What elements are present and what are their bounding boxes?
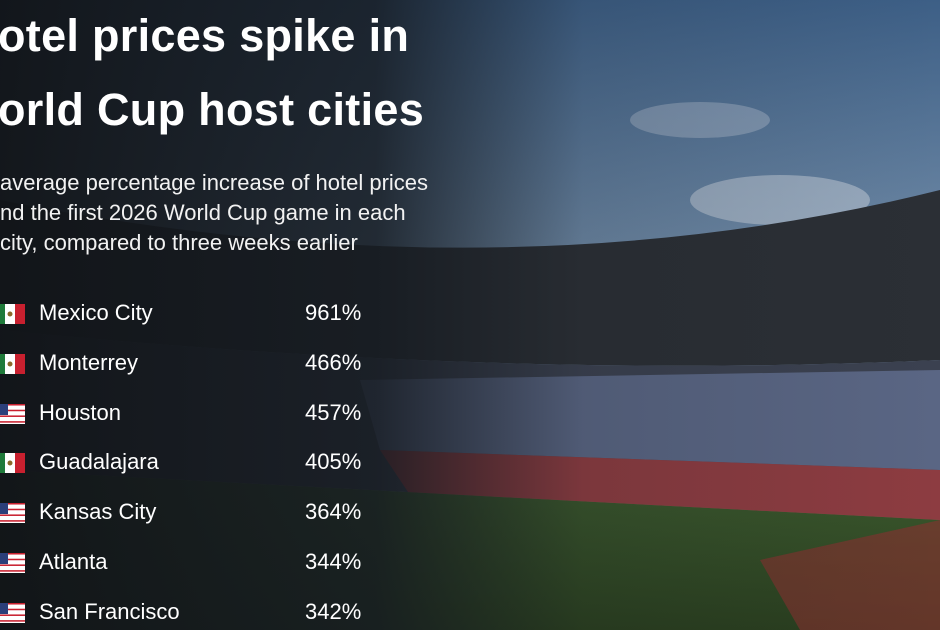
title-line: orld Cup host cities bbox=[0, 84, 425, 135]
city-row: Guadalajara 405% bbox=[0, 443, 420, 483]
subtitle-line: city, compared to three weeks earlier bbox=[0, 230, 358, 255]
price-increase: 405% bbox=[305, 449, 362, 475]
city-row: Mexico City 961% bbox=[0, 294, 420, 334]
city-name: San Francisco bbox=[39, 598, 180, 624]
city-name: Atlanta bbox=[39, 549, 108, 574]
subtitle-line: nd the first 2026 World Cup game in each bbox=[0, 200, 406, 225]
subtitle-line: average percentage increase of hotel pri… bbox=[0, 170, 429, 195]
flag-icon bbox=[0, 353, 25, 374]
flag-icon bbox=[0, 453, 25, 474]
price-increase: 961% bbox=[305, 300, 362, 325]
city-name: Mexico City bbox=[39, 300, 153, 325]
price-increase: 364% bbox=[305, 499, 362, 525]
price-increase: 457% bbox=[305, 399, 362, 425]
flag-icon bbox=[0, 503, 25, 524]
city-row: Atlanta 344% bbox=[0, 543, 420, 583]
title-line: otel prices spike in bbox=[0, 10, 410, 61]
price-increase: 466% bbox=[305, 349, 362, 375]
city-name: Guadalajara bbox=[39, 449, 159, 475]
city-row: Monterrey 466% bbox=[0, 344, 420, 384]
flag-icon bbox=[0, 553, 25, 573]
flag-icon bbox=[0, 602, 25, 623]
city-row: San Francisco 342% bbox=[0, 593, 420, 630]
city-name: Kansas City bbox=[39, 499, 157, 525]
city-row: Houston 457% bbox=[0, 394, 420, 434]
city-row: Kansas City 364% bbox=[0, 493, 420, 533]
flag-icon bbox=[0, 403, 25, 424]
price-increase: 344% bbox=[305, 549, 362, 574]
flag-icon bbox=[0, 304, 25, 324]
city-name: Houston bbox=[39, 399, 121, 425]
city-name: Monterrey bbox=[39, 349, 139, 375]
price-increase: 342% bbox=[305, 598, 362, 624]
